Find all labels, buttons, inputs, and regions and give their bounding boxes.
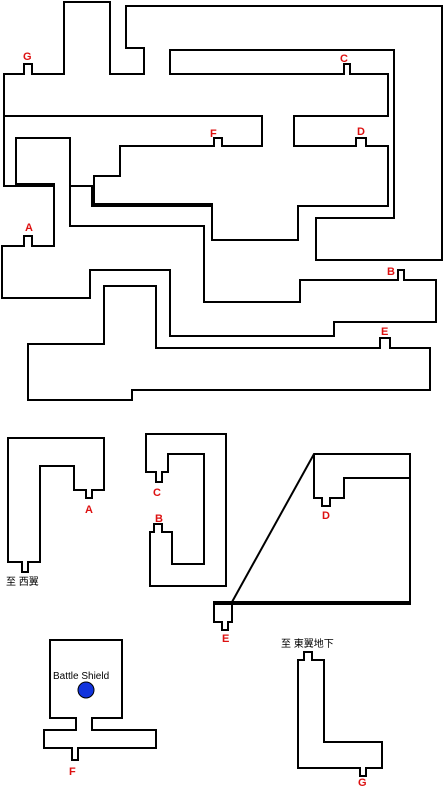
room-de-shape [213,453,411,631]
label-g-bottom: G [358,777,367,787]
battle-shield-marker[interactable] [77,681,95,699]
label-d-right: D [322,510,330,522]
label-b-top: B [387,266,395,278]
exit-east-wing-basement: 至 東翼地下 [281,637,334,650]
label-c-mid: C [153,487,161,499]
room-f [43,639,157,761]
label-b-mid: B [155,513,163,525]
room-g-top [3,1,443,261]
label-c-top: C [340,53,348,65]
label-d-top: D [357,126,365,138]
label-e-top: E [381,326,388,338]
label-g-top: G [23,51,32,63]
label-f-top: F [210,128,217,140]
exit-west-wing: 至 西翼 [6,576,39,588]
room-g [297,651,383,777]
room-e-bottom [27,285,431,401]
room-a-west [7,437,105,573]
room-e-top [4,115,388,241]
room-bc [145,433,227,587]
item-name: Battle Shield [53,671,109,682]
label-e-right: E [222,633,229,645]
label-a-top: A [25,222,33,234]
label-f-shield: F [69,766,76,778]
room-a-top [1,137,437,337]
label-a-west: A [85,504,93,516]
